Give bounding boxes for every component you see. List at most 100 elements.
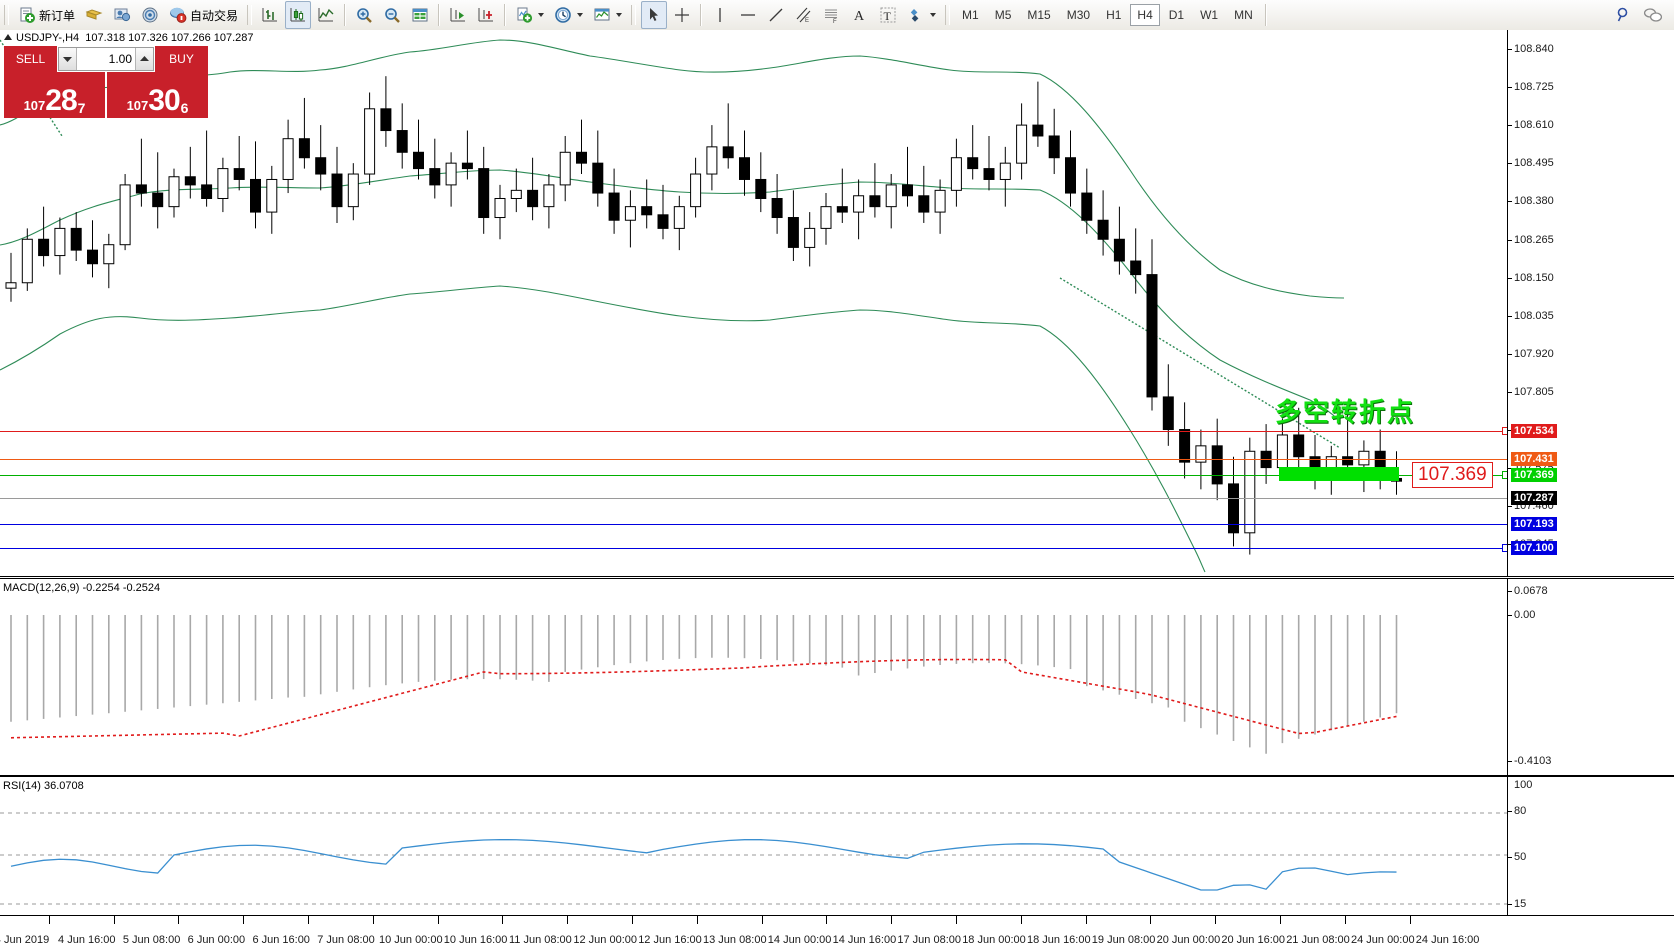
macd-pane[interactable]: MACD(12,26,9) -0.2254 -0.2524 0.0678 0.0… <box>0 578 1674 776</box>
timeframe-m1[interactable]: M1 <box>962 8 979 22</box>
collapse-triangle-icon[interactable] <box>4 34 12 40</box>
price-tick-mark <box>1508 353 1512 355</box>
volume-input[interactable]: 1.00 <box>108 52 132 66</box>
timeframe-h4[interactable]: H4 <box>1130 4 1160 26</box>
macd-label: MACD(12,26,9) -0.2254 -0.2524 <box>3 582 161 594</box>
search-button[interactable] <box>1611 1 1637 29</box>
chart-shift-button[interactable] <box>473 1 499 29</box>
cursor-tool[interactable] <box>641 1 668 29</box>
time-tick-label: 10 Jun 00:00 <box>378 934 443 946</box>
chevron-down-icon[interactable] <box>616 13 623 17</box>
vertical-line-icon <box>711 6 729 24</box>
price-tag-107369[interactable]: 107.369 <box>1412 462 1493 488</box>
text-tool[interactable]: A <box>847 1 873 29</box>
timeframe-m30[interactable]: M30 <box>1066 8 1091 22</box>
buy-button[interactable]: BUY <box>155 46 208 72</box>
zoom-out-button[interactable] <box>379 1 405 29</box>
auto-scroll-button[interactable] <box>445 1 471 29</box>
resistance-line-107431[interactable] <box>0 459 1508 460</box>
vertical-line-tool[interactable] <box>707 1 733 29</box>
trendline-tool[interactable] <box>763 1 789 29</box>
price-badge-107287[interactable]: 107.287 <box>1511 491 1557 505</box>
toolbar-grip-4[interactable] <box>945 5 951 25</box>
price-y-axis[interactable]: 108.840 108.725 108.610 108.495 108.380 108.2… <box>1507 30 1674 576</box>
candlestick-chart-button[interactable] <box>285 1 312 29</box>
autotrading-button[interactable]: 自动交易 <box>165 1 242 29</box>
time-tick-mark <box>1344 916 1346 924</box>
price-badge-107369[interactable]: 107.369 <box>1511 468 1557 482</box>
chevron-down-icon[interactable] <box>577 13 584 17</box>
timeframe-m15[interactable]: M15 <box>1027 8 1051 22</box>
time-tick-label: 11 Jun 08:00 <box>508 934 572 946</box>
tile-windows-button[interactable] <box>407 1 433 29</box>
timeframe-w1[interactable]: W1 <box>1200 8 1219 22</box>
timeframe-m5[interactable]: M5 <box>994 8 1012 22</box>
toolbar-grip-2[interactable] <box>247 5 253 25</box>
oct-top-row: SELL 1.00 BUY <box>4 46 208 72</box>
toolbar-grip[interactable] <box>4 5 9 25</box>
support-line-107193[interactable] <box>0 524 1508 525</box>
periods-button[interactable] <box>550 1 587 29</box>
sell-price-display[interactable]: 107 28 7 <box>4 72 105 118</box>
sell-price-big-figure: 107 <box>23 98 46 113</box>
time-tick-label: 19 Jun 08:00 <box>1091 934 1156 946</box>
indicators-button[interactable] <box>511 1 548 29</box>
price-badge-107431[interactable]: 107.431 <box>1511 452 1557 466</box>
chat-button[interactable] <box>1639 1 1667 29</box>
price-badge-107534[interactable]: 107.534 <box>1511 424 1557 438</box>
time-tick-mark <box>372 916 374 924</box>
resistance-line-107534[interactable] <box>0 431 1508 432</box>
crosshair-tool[interactable] <box>669 1 695 29</box>
expert-advisors-button[interactable] <box>81 1 107 29</box>
timeframe-mn[interactable]: MN <box>1234 8 1253 22</box>
zoom-in-button[interactable] <box>351 1 377 29</box>
rsi-pane[interactable]: RSI(14) 36.0708 100 80 50 15 <box>0 776 1674 918</box>
fibonacci-tool[interactable]: F <box>819 1 845 29</box>
timeframe-h1[interactable]: H1 <box>1106 8 1122 22</box>
macd-y-axis[interactable]: 0.0678 0.00 -0.4103 <box>1507 579 1674 775</box>
shapes-tool[interactable] <box>903 1 940 29</box>
chevron-down-icon[interactable] <box>538 13 545 17</box>
new-order-button[interactable]: 新订单 <box>14 1 79 29</box>
text-label-tool[interactable]: T <box>875 1 901 29</box>
price-badge-107193[interactable]: 107.193 <box>1511 517 1557 531</box>
sell-button[interactable]: SELL <box>4 46 57 72</box>
price-highlight-bar[interactable] <box>1279 467 1399 481</box>
price-pane[interactable]: 107.369 多空转折点 108.840 108.725 108.610 108.4… <box>0 30 1674 577</box>
time-tick-mark <box>502 916 504 924</box>
current-price-line-107369[interactable] <box>0 475 1508 476</box>
price-tick-label: 108.840 <box>1514 43 1554 55</box>
chart-workspace[interactable]: 107.369 多空转折点 108.840 108.725 108.610 108.4… <box>0 30 1674 952</box>
signals-button[interactable] <box>137 1 163 29</box>
price-tick-mark <box>1508 391 1512 393</box>
time-tick-mark <box>567 916 569 924</box>
clock-icon <box>554 6 572 24</box>
bar-chart-button[interactable] <box>257 1 283 29</box>
volume-dropdown-button[interactable] <box>59 48 77 70</box>
time-tick-mark <box>696 916 698 924</box>
one-click-trading-panel[interactable]: SELL 1.00 BUY 107 28 <box>4 46 208 118</box>
price-badge-107100[interactable]: 107.100 <box>1511 541 1557 555</box>
timeframe-d1[interactable]: D1 <box>1168 8 1185 22</box>
time-tick-label: 6 Jun 00:00 <box>187 934 246 946</box>
chevron-down-icon[interactable] <box>930 13 937 17</box>
time-tick-mark <box>1280 916 1281 924</box>
bar-chart-icon <box>261 6 279 24</box>
time-tick-label: 13 Jun 08:00 <box>702 934 767 946</box>
rsi-y-axis[interactable]: 100 80 50 15 <box>1507 777 1674 917</box>
equidistant-channel-tool[interactable]: E <box>791 1 817 29</box>
volume-stepper[interactable]: 1.00 <box>58 47 154 71</box>
line-chart-button[interactable] <box>313 1 339 29</box>
chart-annotation[interactable]: 多空转折点 <box>1275 397 1416 427</box>
time-tick-mark <box>243 916 245 924</box>
support-line-107100[interactable] <box>0 548 1508 549</box>
horizontal-line-tool[interactable] <box>735 1 761 29</box>
mql-community-button[interactable] <box>109 1 135 29</box>
toolbar-grip-3[interactable] <box>631 5 637 25</box>
time-axis[interactable]: 4 Jun 2019 4 Jun 16:00 5 Jun 08:00 6 Jun 00… <box>0 915 1674 952</box>
buy-price-display[interactable]: 107 30 6 <box>107 72 208 118</box>
symbol-header[interactable]: USDJPY-,H4 107.318 107.326 107.266 107.2… <box>4 32 254 44</box>
volume-increment-button[interactable] <box>135 48 153 70</box>
time-tick-mark <box>308 916 309 924</box>
templates-button[interactable] <box>589 1 626 29</box>
